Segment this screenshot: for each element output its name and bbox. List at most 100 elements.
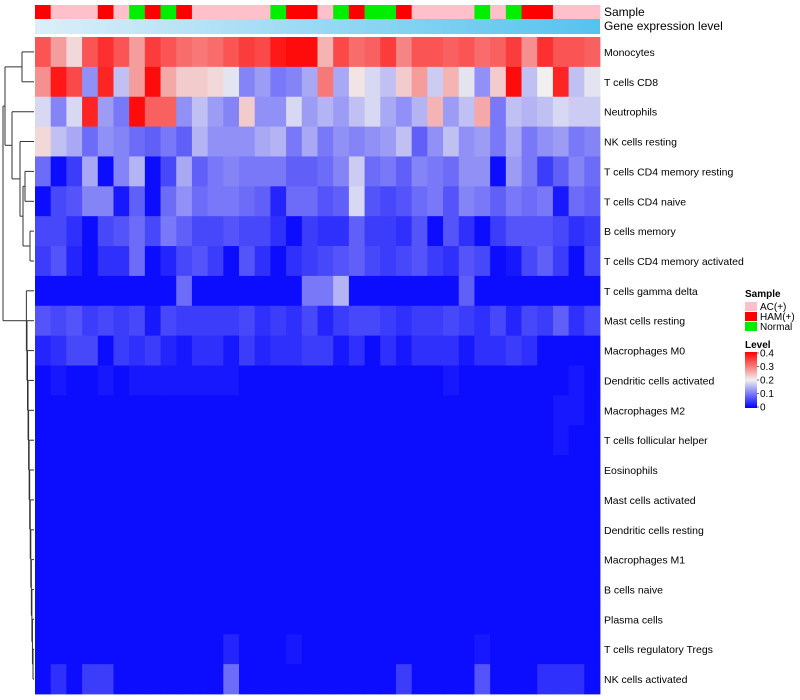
- heatmap-cell: [239, 664, 256, 695]
- heatmap-cell: [50, 335, 67, 366]
- heatmap-cell: [490, 634, 507, 665]
- heatmap-cell: [521, 455, 538, 486]
- heatmap-cell: [443, 96, 460, 127]
- heatmap-cell: [176, 604, 193, 635]
- heatmap-cell: [521, 335, 538, 366]
- heatmap-cell: [333, 574, 350, 605]
- heatmap-cell: [35, 96, 52, 127]
- heatmap-cell: [505, 37, 522, 68]
- heatmap-cell: [380, 574, 397, 605]
- heatmap-cell: [568, 156, 585, 187]
- heatmap-cell: [490, 246, 507, 277]
- heatmap-cell: [537, 634, 554, 665]
- heatmap-cell: [411, 335, 428, 366]
- heatmap-cell: [113, 156, 130, 187]
- heatmap-cell: [348, 634, 365, 665]
- heatmap-cell: [270, 544, 287, 575]
- row-label: NK cells activated: [604, 674, 688, 686]
- heatmap-cell: [129, 66, 146, 98]
- heatmap-cell: [458, 544, 475, 575]
- heatmap-cell: [395, 604, 413, 635]
- heatmap-cell: [568, 335, 585, 366]
- heatmap-cell: [380, 664, 397, 695]
- heatmap-cell: [521, 544, 538, 575]
- heatmap-cell: [82, 66, 99, 98]
- heatmap-cell: [458, 216, 475, 247]
- heatmap-cell: [411, 186, 428, 217]
- heatmap-cell: [113, 514, 130, 546]
- heatmap-cell: [82, 544, 99, 575]
- heatmap-cell: [348, 455, 365, 486]
- heatmap-cell: [537, 275, 554, 307]
- heatmap-cell: [552, 96, 570, 127]
- heatmap-cell: [144, 275, 161, 307]
- heatmap-cell: [223, 455, 240, 486]
- heatmap-cell: [568, 604, 585, 635]
- heatmap-cell: [254, 96, 271, 127]
- sample-annotation-cell: [97, 5, 114, 19]
- heatmap-cell: [490, 66, 507, 98]
- heatmap-cell: [144, 216, 161, 247]
- heatmap-cell: [505, 544, 522, 575]
- sample-annotation-cell: [348, 5, 365, 19]
- heatmap-cell: [537, 664, 554, 695]
- gene-expression-bar: [35, 19, 600, 34]
- heatmap-cell: [144, 514, 161, 546]
- sample-annotation-cell: [427, 5, 444, 19]
- heatmap-cell: [364, 634, 381, 665]
- legend-level-tick-label: 0.4: [760, 349, 774, 360]
- heatmap-cell: [317, 365, 334, 396]
- heatmap-cell: [348, 395, 365, 426]
- heatmap-cell: [50, 634, 67, 665]
- heatmap-cell: [301, 664, 318, 695]
- heatmap-cell: [395, 544, 413, 575]
- heatmap-cell: [505, 96, 522, 127]
- heatmap-cell: [35, 126, 52, 157]
- heatmap-cell: [380, 37, 397, 68]
- heatmap-cell: [207, 216, 224, 247]
- heatmap-cell: [144, 544, 161, 575]
- heatmap-cell: [113, 186, 130, 217]
- heatmap-cell: [97, 96, 114, 127]
- heatmap-cell: [129, 275, 146, 307]
- heatmap-cell: [160, 455, 177, 486]
- heatmap-cell: [505, 664, 522, 695]
- row-label: Dendritic cells resting: [604, 525, 704, 537]
- heatmap-cell: [380, 96, 397, 127]
- heatmap-cell: [348, 305, 365, 337]
- heatmap-cell: [66, 275, 83, 307]
- heatmap-cell: [223, 66, 240, 98]
- heatmap-cell: [505, 246, 522, 277]
- heatmap-cell: [176, 455, 193, 486]
- heatmap-cell: [270, 574, 287, 605]
- heatmap-cell: [584, 514, 601, 546]
- heatmap-cell: [286, 66, 303, 98]
- heatmap-cell: [82, 246, 99, 277]
- heatmap-cell: [411, 365, 428, 396]
- heatmap-cell: [521, 574, 538, 605]
- heatmap-cell: [113, 216, 130, 247]
- heatmap-cell: [474, 335, 491, 366]
- heatmap-cell: [254, 126, 271, 157]
- heatmap-cell: [490, 395, 507, 426]
- sample-annotation-cell: [301, 5, 318, 19]
- heatmap-cell: [380, 455, 397, 486]
- heatmap-cell: [35, 634, 52, 665]
- heatmap-cell: [144, 574, 161, 605]
- heatmap-cell: [348, 484, 365, 516]
- heatmap-cell: [160, 126, 177, 157]
- heatmap-cell: [458, 96, 475, 127]
- legend-sample-label: HAM(+): [760, 312, 795, 323]
- row-label: T cells CD4 naive: [604, 196, 686, 208]
- heatmap-cell: [301, 305, 318, 337]
- heatmap-cell: [317, 96, 334, 127]
- heatmap-cell: [223, 246, 240, 277]
- heatmap-cell: [380, 365, 397, 396]
- heatmap-cell: [35, 216, 52, 247]
- heatmap-cell: [160, 664, 177, 695]
- heatmap-cell: [129, 455, 146, 486]
- heatmap-cell: [66, 484, 83, 516]
- heatmap-cell: [584, 365, 601, 396]
- sample-annotation-cell: [443, 5, 460, 19]
- heatmap-cell: [380, 604, 397, 635]
